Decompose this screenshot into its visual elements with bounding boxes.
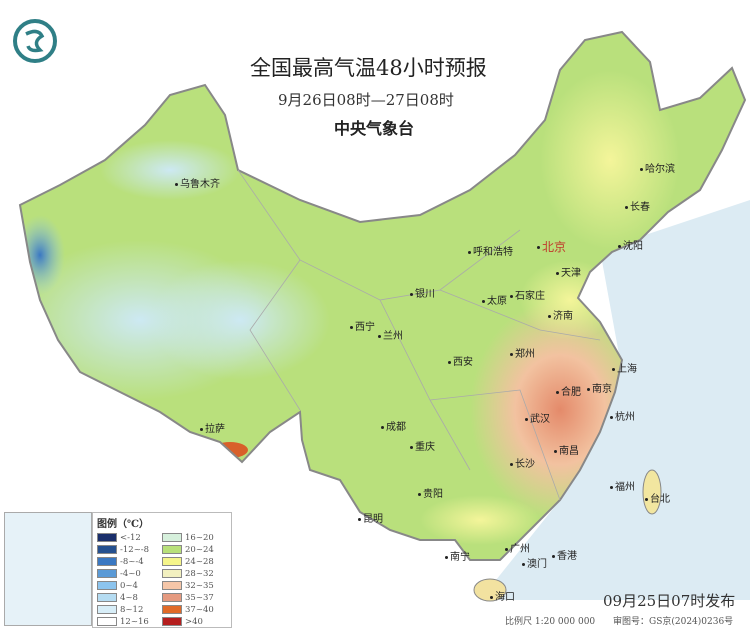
legend-label: 32~35 (185, 580, 214, 591)
legend-label: 0~4 (120, 580, 138, 591)
legend-swatch (162, 533, 182, 542)
sea-area (480, 200, 750, 600)
city-label: 广州 (505, 540, 530, 555)
city-label: 乌鲁木齐 (175, 175, 220, 190)
city-label: 昆明 (358, 510, 383, 525)
legend: 图例（℃） <-12 16~20 -12~-8 20~24 -8~-4 24~28 -4~0… (92, 512, 232, 628)
legend-label: -8~-4 (120, 556, 144, 567)
legend-label: 12~16 (120, 616, 149, 627)
city-label: 济南 (548, 307, 573, 322)
legend-label: 8~12 (120, 604, 144, 615)
legend-swatch (97, 605, 117, 614)
legend-swatch (162, 545, 182, 554)
city-label: 香港 (552, 547, 577, 562)
legend-item: 0~4 (97, 580, 162, 591)
legend-label: 4~8 (120, 592, 138, 603)
city-label: 海口 (490, 588, 515, 603)
legend-swatch (97, 533, 117, 542)
legend-item: 16~20 (162, 532, 227, 543)
map-title: 全国最高气温48小时预报 (250, 56, 487, 80)
city-label: 澳门 (522, 555, 547, 570)
legend-swatch (162, 617, 182, 626)
legend-label: -12~-8 (120, 544, 150, 555)
legend-label: >40 (185, 616, 203, 627)
south-china-sea-inset (4, 512, 92, 626)
province-borders (237, 169, 601, 501)
city-label: 郑州 (510, 345, 535, 360)
city-label: 呼和浩特 (468, 243, 513, 258)
legend-swatch (162, 581, 182, 590)
legend-swatch (97, 569, 117, 578)
city-label: 石家庄 (510, 287, 545, 302)
city-label: 重庆 (410, 438, 435, 453)
city-label: 西宁 (350, 318, 375, 333)
city-label: 拉萨 (200, 420, 225, 435)
legend-swatch (162, 557, 182, 566)
city-label: 哈尔滨 (640, 160, 675, 175)
legend-item: 4~8 (97, 592, 162, 603)
city-label: 天津 (556, 264, 581, 279)
city-label: 太原 (482, 292, 507, 307)
map-scale: 比例尺 1:20 000 000 (505, 617, 596, 627)
legend-item: 37~40 (162, 604, 227, 615)
legend-swatch (97, 593, 117, 602)
city-label: 兰州 (378, 327, 403, 342)
city-label: 银川 (410, 285, 435, 300)
map-approval-number: 审图号：GS京(2024)0236号 (613, 617, 734, 627)
city-label: 杭州 (610, 408, 635, 423)
legend-label: 24~28 (185, 556, 214, 567)
city-label: 福州 (610, 478, 635, 493)
city-label: 合肥 (556, 383, 581, 398)
legend-item: -12~-8 (97, 544, 162, 555)
legend-swatch (97, 557, 117, 566)
legend-item: -8~-4 (97, 556, 162, 567)
legend-item: 20~24 (162, 544, 227, 555)
city-label: 上海 (612, 360, 637, 375)
cma-dragon-logo (13, 19, 57, 63)
legend-label: 37~40 (185, 604, 214, 615)
legend-item: 35~37 (162, 592, 227, 603)
legend-label: -4~0 (120, 568, 141, 579)
legend-item: -4~0 (97, 568, 162, 579)
city-label: 长春 (625, 198, 650, 213)
city-label: 武汉 (525, 410, 550, 425)
city-label: 长沙 (510, 455, 535, 470)
legend-item: 28~32 (162, 568, 227, 579)
legend-swatch (97, 545, 117, 554)
legend-swatch (162, 569, 182, 578)
legend-label: 35~37 (185, 592, 214, 603)
legend-item: >40 (162, 616, 227, 627)
forecast-period: 9月26日08时—27日08时 (278, 91, 454, 109)
city-label: 南京 (587, 380, 612, 395)
issued-time: 09月25日07时发布 (603, 592, 736, 610)
city-label: 北京 (537, 238, 566, 255)
city-label: 沈阳 (618, 237, 643, 252)
city-label: 贵阳 (418, 485, 443, 500)
legend-label: 20~24 (185, 544, 214, 555)
legend-label: 16~20 (185, 532, 214, 543)
city-label: 西安 (448, 353, 473, 368)
legend-item: 12~16 (97, 616, 162, 627)
city-label: 南宁 (445, 548, 470, 563)
legend-title: 图例（℃） (97, 519, 149, 530)
issuer: 中央气象台 (334, 119, 415, 138)
legend-swatch (97, 581, 117, 590)
city-label: 南昌 (554, 442, 579, 457)
legend-item: 8~12 (97, 604, 162, 615)
legend-label: <-12 (120, 532, 141, 543)
legend-label: 28~32 (185, 568, 214, 579)
legend-swatch (162, 605, 182, 614)
legend-swatch (97, 617, 117, 626)
legend-item: 32~35 (162, 580, 227, 591)
legend-swatch (162, 593, 182, 602)
city-label: 台北 (645, 490, 670, 505)
legend-item: <-12 (97, 532, 162, 543)
legend-item: 24~28 (162, 556, 227, 567)
city-label: 成都 (381, 418, 406, 433)
